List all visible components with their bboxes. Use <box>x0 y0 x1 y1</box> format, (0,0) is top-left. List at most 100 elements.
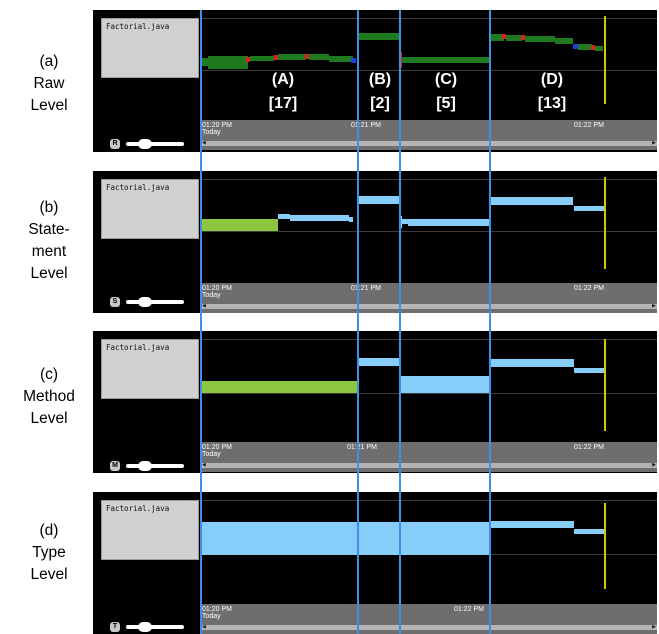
timestamp-label: 01:22 PM <box>574 122 604 129</box>
zoom-slider-thumb[interactable] <box>138 297 152 307</box>
timestamp-label: 01:22 PM <box>454 606 484 613</box>
zoom-control[interactable]: T <box>110 621 186 633</box>
statement-block <box>358 196 399 204</box>
segment-label-b: (B) [2] <box>368 71 392 112</box>
timeline-scrollbar[interactable] <box>201 625 657 630</box>
edit-block <box>278 54 306 60</box>
zoom-level-badge: S <box>110 297 120 307</box>
type-block <box>490 521 574 528</box>
statement-block <box>201 219 278 231</box>
scroll-left-icon[interactable]: ◀ <box>202 462 206 468</box>
edit-block <box>250 56 274 61</box>
file-name-box: Factorial.java <box>101 500 199 560</box>
current-time-cursor <box>604 503 606 589</box>
grid-line <box>201 179 657 180</box>
statement-block <box>400 216 402 228</box>
file-name-box: Factorial.java <box>101 18 199 78</box>
edit-block <box>525 36 555 42</box>
edit-block <box>506 35 522 41</box>
statement-block <box>490 197 573 205</box>
edit-block <box>595 46 603 51</box>
date-label: Today <box>202 129 221 136</box>
scroll-right-icon[interactable]: ▶ <box>652 140 656 146</box>
timestamp-bar: 01:20 PM Today 01:22 PM ◀ ▶ <box>201 604 657 634</box>
timestamp-bar: 01:20 PM Today 01:21 PM 01:22 PM ◀ ▶ <box>201 442 657 472</box>
scroll-left-icon[interactable]: ◀ <box>202 303 206 309</box>
level-label-type: (d) Type Level <box>30 522 68 583</box>
edit-block <box>490 34 504 41</box>
edit-block <box>578 44 592 50</box>
timeline-scrollbar[interactable] <box>201 463 657 468</box>
segment-divider-line <box>489 10 491 634</box>
timestamp-bar: 01:20 PM Today 01:21 PM 01:22 PM ◀ ▶ <box>201 120 657 150</box>
zoom-level-badge: T <box>110 622 120 632</box>
timeline-panel-method: Factorial.java 01:20 PM Today 01:21 PM 0… <box>93 331 657 473</box>
file-name-box: Factorial.java <box>101 179 199 239</box>
zoom-control[interactable]: R <box>110 138 186 150</box>
date-label: Today <box>202 613 221 620</box>
current-time-cursor <box>604 16 606 104</box>
edit-marker-red <box>591 45 595 50</box>
current-time-cursor <box>604 177 606 269</box>
edit-marker-red <box>400 52 402 68</box>
method-block <box>574 368 604 373</box>
timestamp-bar: 01:20 PM Today 01:21 PM 01:22 PM ◀ ▶ <box>201 283 657 313</box>
timeline-panel-statement: Factorial.java 01:20 PM Today 01:21 PM 0… <box>93 171 657 313</box>
edit-block <box>555 38 573 44</box>
zoom-control[interactable]: M <box>110 460 186 472</box>
edit-marker-red <box>274 55 278 60</box>
edit-block <box>329 56 353 62</box>
scroll-right-icon[interactable]: ▶ <box>652 462 656 468</box>
edit-marker-blue <box>573 44 578 49</box>
zoom-slider-track[interactable] <box>126 300 184 304</box>
zoom-slider-track[interactable] <box>126 142 184 146</box>
segment-divider-line <box>200 10 202 634</box>
timeline-scrollbar[interactable] <box>201 304 657 309</box>
edit-block <box>208 56 248 69</box>
timestamp-label: 01:21 PM <box>351 285 381 292</box>
zoom-slider-track[interactable] <box>126 625 184 629</box>
edit-block <box>309 54 329 60</box>
grid-line <box>201 500 657 501</box>
grid-line <box>201 393 657 394</box>
timeline-panel-type: Factorial.java 01:20 PM Today 01:22 PM ◀… <box>93 492 657 634</box>
statement-block <box>290 215 349 221</box>
grid-line <box>201 70 657 71</box>
timestamp-label: 01:22 PM <box>574 444 604 451</box>
edit-block <box>402 57 490 63</box>
zoom-level-badge: M <box>110 461 120 471</box>
scroll-left-icon[interactable]: ◀ <box>202 624 206 630</box>
scroll-right-icon[interactable]: ▶ <box>652 303 656 309</box>
method-block <box>358 358 399 366</box>
statement-block <box>402 219 408 224</box>
segment-label-a: (A) [17] <box>268 71 298 112</box>
method-block <box>490 359 574 367</box>
zoom-control[interactable]: S <box>110 296 186 308</box>
statement-block <box>574 206 604 211</box>
scroll-left-icon[interactable]: ◀ <box>202 140 206 146</box>
timestamp-label: 01:20 PM <box>202 444 232 451</box>
edit-block <box>358 33 399 40</box>
zoom-slider-track[interactable] <box>126 464 184 468</box>
timestamp-label: 01:20 PM <box>202 122 232 129</box>
date-label: Today <box>202 451 221 458</box>
grid-line <box>201 18 657 19</box>
zoom-slider-thumb[interactable] <box>138 139 152 149</box>
method-block <box>201 381 358 393</box>
timeline-scrollbar[interactable] <box>201 141 657 146</box>
grid-line <box>201 231 657 232</box>
segment-label-c: (C) [5] <box>434 71 458 112</box>
scroll-right-icon[interactable]: ▶ <box>652 624 656 630</box>
segment-label-d: (D) [13] <box>537 71 567 112</box>
level-label-method: (c) Method Level <box>23 366 75 427</box>
level-label-raw: (a) Raw Level <box>30 53 68 114</box>
statement-block <box>278 214 290 219</box>
zoom-slider-thumb[interactable] <box>138 461 152 471</box>
timestamp-label: 01:21 PM <box>351 122 381 129</box>
grid-line <box>201 339 657 340</box>
type-block <box>574 529 604 534</box>
zoom-slider-thumb[interactable] <box>138 622 152 632</box>
current-time-cursor <box>604 339 606 431</box>
statement-block <box>349 217 353 222</box>
method-block <box>400 376 490 393</box>
